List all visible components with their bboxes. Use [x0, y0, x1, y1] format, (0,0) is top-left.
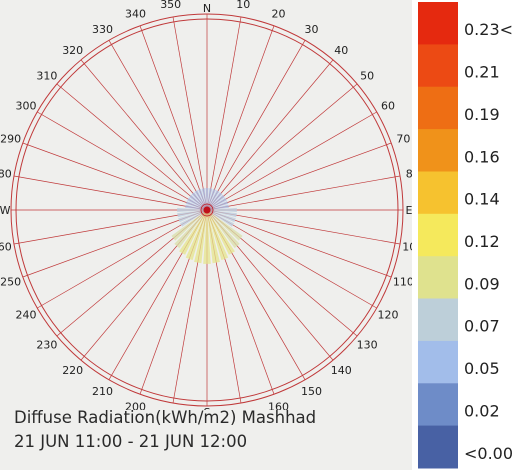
legend-swatch-7 — [418, 299, 458, 342]
angle-label-70: 70 — [396, 133, 410, 146]
angle-label-220: 220 — [62, 364, 83, 377]
angle-label-320: 320 — [62, 44, 83, 57]
angle-label-10: 10 — [236, 0, 250, 11]
spoke-340 — [140, 26, 207, 210]
angle-label-300: 300 — [16, 100, 37, 113]
angle-label-50: 50 — [360, 70, 374, 83]
legend-swatch-1 — [418, 44, 458, 87]
angle-label-120: 120 — [378, 309, 399, 322]
legend-swatch-3 — [418, 129, 458, 172]
angle-label-260: 260 — [0, 240, 12, 253]
chart-title-line1: Diffuse Radiation(kWh/m2) Mashhad — [14, 408, 316, 427]
angle-label-240: 240 — [16, 309, 37, 322]
angle-label-20: 20 — [272, 8, 286, 21]
legend-label-0: 0.23< — [464, 20, 513, 39]
spoke-320 — [81, 60, 207, 210]
angle-label-330: 330 — [92, 23, 113, 36]
center-dot — [204, 207, 211, 214]
angle-label-110: 110 — [393, 276, 412, 289]
spoke-70 — [207, 143, 391, 210]
legend-label-8: 0.05 — [464, 359, 500, 378]
angle-label-250: 250 — [0, 276, 21, 289]
direction-label-N: N — [203, 2, 211, 15]
legend-label-7: 0.07 — [464, 317, 500, 336]
angle-label-30: 30 — [305, 23, 319, 36]
angle-label-40: 40 — [334, 44, 348, 57]
chart-title-line2: 21 JUN 11:00 - 21 JUN 12:00 — [14, 432, 247, 451]
legend-label-3: 0.16 — [464, 147, 500, 166]
plot-panel: N1020304050607080E1001101201301401501601… — [0, 0, 412, 470]
legend-label-2: 0.19 — [464, 105, 500, 124]
angle-label-280: 280 — [0, 168, 12, 181]
angle-label-150: 150 — [301, 385, 322, 398]
angle-label-310: 310 — [36, 70, 57, 83]
legend-swatch-9 — [418, 383, 458, 426]
legend-swatch-4 — [418, 172, 458, 215]
spoke-20 — [207, 26, 274, 210]
legend-swatch-0 — [418, 2, 458, 45]
legend-label-6: 0.09 — [464, 274, 500, 293]
legend-label-9: 0.02 — [464, 402, 500, 421]
spoke-40 — [207, 60, 333, 210]
legend-label-4: 0.14 — [464, 190, 500, 209]
legend-swatch-2 — [418, 87, 458, 130]
legend-swatch-10 — [418, 426, 458, 469]
legend-swatch-5 — [418, 214, 458, 257]
angle-label-140: 140 — [331, 364, 352, 377]
angle-label-230: 230 — [36, 338, 57, 351]
legend-swatch-6 — [418, 256, 458, 299]
angle-label-340: 340 — [125, 8, 146, 21]
angle-label-100: 100 — [402, 240, 412, 253]
radiation-petals — [171, 188, 242, 264]
direction-label-W: W — [0, 204, 11, 217]
angle-label-130: 130 — [357, 338, 378, 351]
legend-label-10: <0.00 — [464, 444, 513, 463]
legend-swatch-8 — [418, 341, 458, 384]
spoke-310 — [57, 84, 207, 210]
angle-label-210: 210 — [92, 385, 113, 398]
legend: 0.23< 0.21 0.19 0.16 0.14 0.12 0.09 0.07 0.05 0.0… — [412, 0, 516, 470]
spoke-50 — [207, 84, 357, 210]
legend-scale: 0.23< 0.21 0.19 0.16 0.14 0.12 0.09 0.07 0.05 0.0… — [412, 0, 516, 470]
legend-label-5: 0.12 — [464, 232, 500, 251]
angle-label-350: 350 — [160, 0, 181, 11]
angle-label-290: 290 — [0, 133, 21, 146]
radiation-rose: N1020304050607080E1001101201301401501601… — [0, 0, 412, 410]
angle-label-60: 60 — [381, 100, 395, 113]
spoke-290 — [23, 143, 207, 210]
legend-label-1: 0.21 — [464, 63, 500, 82]
